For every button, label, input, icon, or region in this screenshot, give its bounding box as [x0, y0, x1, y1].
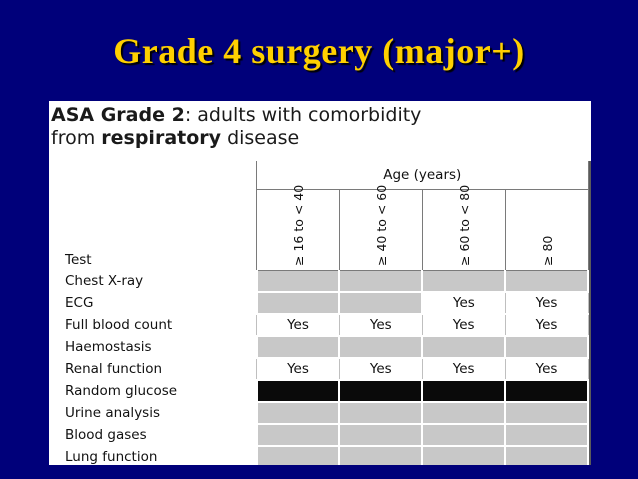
recommendation-cell — [421, 445, 507, 465]
heading-grade: ASA Grade 2 — [51, 104, 185, 126]
table-row: Renal function Yes Yes Yes Yes — [49, 357, 589, 381]
recommendation-cell: Yes — [256, 313, 340, 337]
table-row: Chest X-ray — [49, 270, 589, 293]
test-column-header: Test — [49, 161, 258, 271]
recommendation-cell — [255, 335, 341, 359]
recommendation-cell — [338, 379, 424, 403]
recommendation-cell — [338, 335, 424, 359]
guideline-card: ASA Grade 2: adults with comorbidity fro… — [49, 101, 591, 465]
recommendation-cell — [421, 423, 507, 447]
recommendation-cell — [338, 445, 424, 465]
recommendation-cell — [504, 445, 589, 465]
age-column-header: ≥ 40 to < 60 — [339, 185, 423, 271]
recommendation-cell — [255, 401, 341, 425]
recommendation-cell — [504, 423, 589, 447]
age-column-header: ≥ 60 to < 80 — [422, 185, 506, 271]
age-column-header: ≥ 80 — [505, 189, 589, 271]
heading-line2-suffix: disease — [221, 127, 300, 149]
heading-line2-prefix: from — [51, 127, 102, 149]
table-row: Urine analysis — [49, 401, 589, 425]
table-right-border — [589, 161, 591, 465]
age-column-header: ≥ 16 to < 40 — [256, 185, 340, 271]
test-name-cell: Lung function — [49, 445, 257, 465]
recommendation-cell — [504, 379, 589, 403]
test-name-cell: Blood gases — [49, 423, 257, 446]
table-row: Full blood count Yes Yes Yes Yes — [49, 313, 589, 337]
recommendation-cell — [504, 270, 589, 293]
recommendation-cell — [338, 270, 424, 293]
heading-condition: respiratory — [101, 127, 222, 149]
recommendation-cell: Yes — [256, 357, 340, 381]
recommendation-cell — [504, 335, 589, 359]
test-name-cell: Chest X-ray — [49, 270, 257, 292]
test-name-cell: Full blood count — [49, 313, 257, 336]
recommendation-cell: Yes — [504, 291, 589, 315]
recommendation-cell: Yes — [421, 291, 506, 315]
recommendation-cell — [255, 379, 341, 403]
tests-table: Test Age (years) ≥ 16 to < 40 ≥ 40 to < … — [49, 161, 589, 465]
age-columns-row: ≥ 16 to < 40 ≥ 40 to < 60 ≥ 60 to < 80 ≥… — [49, 185, 589, 271]
recommendation-cell — [504, 401, 589, 425]
recommendation-cell — [421, 335, 507, 359]
table-row: Lung function — [49, 445, 589, 465]
card-heading: ASA Grade 2: adults with comorbidity fro… — [51, 104, 421, 150]
recommendation-cell — [338, 423, 424, 447]
table-row: Haemostasis — [49, 335, 589, 359]
table-row: ECG Yes Yes — [49, 291, 589, 315]
table-row: Blood gases — [49, 423, 589, 447]
slide-title: Grade 4 surgery (major+) — [113, 31, 525, 71]
recommendation-cell — [338, 401, 424, 425]
recommendation-cell — [338, 291, 424, 315]
table-body: Chest X-ray ECG Yes Yes Full blood count Yes Y… — [49, 270, 589, 465]
test-name-cell: Haemostasis — [49, 335, 257, 358]
test-header-label: Test — [65, 252, 92, 268]
recommendation-cell — [255, 445, 341, 465]
test-name-cell: Renal function — [49, 357, 257, 380]
age-header: Age (years) — [256, 161, 589, 190]
table-row: Random glucose — [49, 379, 589, 403]
recommendation-cell — [421, 401, 507, 425]
recommendation-cell: Yes — [338, 357, 423, 381]
recommendation-cell: Yes — [421, 357, 506, 381]
test-name-cell: Random glucose — [49, 379, 257, 402]
test-name-cell: ECG — [49, 291, 257, 314]
recommendation-cell — [255, 291, 341, 315]
recommendation-cell — [255, 270, 341, 293]
recommendation-cell: Yes — [504, 313, 589, 337]
recommendation-cell — [255, 423, 341, 447]
recommendation-cell — [421, 379, 507, 403]
recommendation-cell — [421, 270, 507, 293]
recommendation-cell: Yes — [504, 357, 589, 381]
test-name-cell: Urine analysis — [49, 401, 257, 424]
recommendation-cell: Yes — [421, 313, 506, 337]
recommendation-cell: Yes — [338, 313, 423, 337]
heading-line1-rest: : adults with comorbidity — [184, 104, 422, 126]
